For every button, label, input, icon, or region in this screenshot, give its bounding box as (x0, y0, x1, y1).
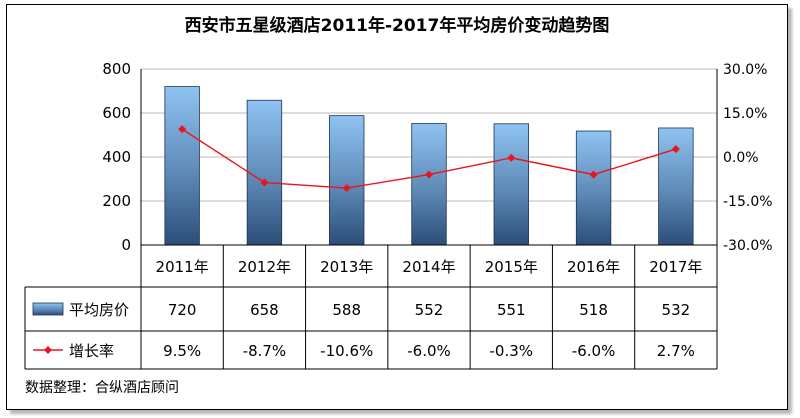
y-left-tick-label: 400 (102, 148, 131, 166)
legend-bar-label: 平均房价 (69, 301, 129, 319)
x-category-label: 2011年 (156, 258, 209, 276)
bar-value-label: 588 (332, 301, 361, 319)
x-category-label: 2017年 (649, 258, 702, 276)
bar-4 (411, 123, 447, 246)
growth-rate-value-label: -6.0% (407, 342, 451, 360)
x-category-label: 2014年 (402, 258, 455, 276)
legend-bar-swatch (32, 302, 64, 316)
y-right-tick-label: 15.0% (723, 106, 767, 122)
y-right-tick-label: 30.0% (723, 62, 767, 78)
growth-rate-value-label: 9.5% (163, 342, 201, 360)
bar-value-label: 551 (497, 301, 526, 319)
x-category-label: 2015年 (485, 258, 538, 276)
y-left-tick-label: 200 (102, 192, 131, 210)
bar-value-label: 532 (662, 301, 691, 319)
growth-rate-point-7 (671, 145, 680, 154)
y-left-tick-label: 0 (121, 236, 131, 254)
bar-value-label: 658 (250, 301, 279, 319)
bar-value-label: 518 (579, 301, 608, 319)
x-category-label: 2012年 (238, 258, 291, 276)
growth-rate-point-5 (507, 153, 516, 162)
growth-rate-value-label: -10.6% (320, 342, 373, 360)
y-left-tick-label: 800 (102, 60, 131, 78)
bar-value-label: 552 (415, 301, 444, 319)
bar-2 (246, 99, 283, 246)
legend-line-label: 增长率 (69, 342, 114, 360)
legend-line-marker (44, 346, 52, 354)
growth-rate-point-3 (342, 184, 351, 193)
bar-5 (493, 123, 529, 246)
growth-rate-value-label: 2.7% (657, 342, 695, 360)
growth-rate-value-label: -0.3% (490, 342, 534, 360)
source-note: 数据整理：合纵酒店顾问 (25, 380, 179, 396)
bar-3 (329, 115, 365, 246)
growth-rate-point-2 (260, 178, 269, 187)
growth-rate-value-label: -8.7% (243, 342, 287, 360)
growth-rate-point-6 (589, 170, 598, 179)
x-category-label: 2016年 (567, 258, 620, 276)
growth-rate-value-label: -6.0% (572, 342, 616, 360)
bar-1 (164, 86, 200, 246)
growth-rate-point-1 (178, 125, 187, 134)
chart-title: 西安市五星级酒店2011年-2017年平均房价变动趋势图 (184, 16, 610, 36)
bar-6 (575, 130, 612, 246)
chart-canvas: 800 600 400 200 0 30.0% 15.0% 0.0% -15.0% -30.0% 2… (24, 60, 773, 370)
growth-rate-point-4 (425, 170, 433, 179)
y-left-tick-label: 600 (102, 104, 131, 122)
y-right-tick-label: 0.0% (723, 150, 759, 166)
x-category-label: 2013年 (320, 258, 373, 276)
bar-value-label: 720 (168, 301, 197, 319)
y-right-tick-label: -30.0% (723, 238, 773, 254)
chart-frame: 西安市五星级酒店2011年-2017年平均房价变动趋势图 800 600 400 20… (6, 4, 788, 410)
y-right-tick-label: -15.0% (723, 194, 773, 210)
